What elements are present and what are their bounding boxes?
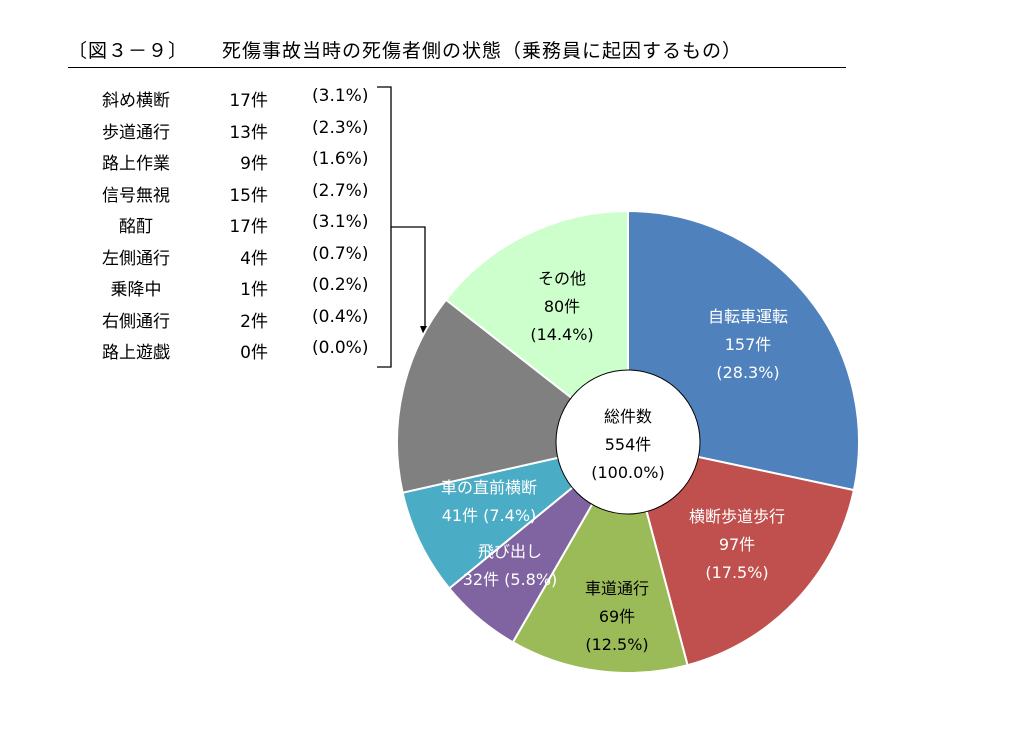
breakdown-label: 路上遊戯 bbox=[102, 343, 170, 363]
breakdown-count: 0件 bbox=[240, 343, 268, 363]
slice-label: (14.4%) bbox=[530, 325, 593, 344]
pie-slice bbox=[626, 440, 856, 667]
breakdown-percent: (0.4%) bbox=[312, 306, 369, 327]
breakdown-count: 17件 bbox=[229, 91, 268, 111]
slice-label: 80件 bbox=[544, 297, 580, 316]
breakdown-label: 左側通行 bbox=[102, 248, 170, 269]
pie-slice bbox=[511, 439, 689, 675]
donut-hole bbox=[555, 369, 701, 515]
breakdown-percent: (3.1%) bbox=[312, 212, 369, 232]
breakdown-percent: (0.0%) bbox=[312, 338, 369, 358]
breakdown-count: 15件 bbox=[229, 185, 268, 206]
slice-label: 41件 (7.4%) bbox=[442, 506, 537, 525]
breakdown-label: 右側通行 bbox=[102, 311, 170, 332]
breakdown-percent: (2.3%) bbox=[312, 117, 369, 138]
breakdown-percent: (3.1%) bbox=[312, 86, 369, 106]
breakdown-percent: (0.7%) bbox=[312, 243, 369, 264]
figure-number: 〔図３－９〕 bbox=[68, 40, 189, 62]
slice-label: 157件 bbox=[725, 335, 772, 354]
pie-slice bbox=[444, 209, 629, 445]
slice-label: 97件 bbox=[719, 535, 755, 554]
breakdown-bracket bbox=[377, 86, 392, 368]
slice-label: (28.3%) bbox=[716, 363, 779, 382]
center-label-title: 総件数 bbox=[604, 407, 652, 426]
slice-label: (12.5%) bbox=[585, 635, 648, 654]
breakdown-count: 17件 bbox=[229, 217, 268, 237]
breakdown-count: 2件 bbox=[240, 311, 268, 332]
breakdown-label: 斜め横断 bbox=[102, 91, 170, 111]
slice-label: 横断歩道歩行 bbox=[689, 507, 785, 526]
breakdown-label: 酩酊 bbox=[119, 217, 153, 237]
page-title: 〔図３－９〕 死傷事故当時の死傷者側の状態（乗務員に起因するもの） bbox=[68, 36, 846, 68]
breakdown-count: 4件 bbox=[240, 248, 268, 269]
breakdown-count: 13件 bbox=[229, 122, 268, 143]
figure-title: 死傷事故当時の死傷者側の状態（乗務員に起因するもの） bbox=[222, 40, 743, 62]
slice-label: 69件 bbox=[599, 607, 635, 626]
connector-line bbox=[391, 226, 426, 326]
breakdown-percent: (0.2%) bbox=[312, 275, 369, 295]
slice-label: 自転車運転 bbox=[708, 307, 788, 326]
breakdown-label: 路上作業 bbox=[102, 154, 170, 174]
breakdown-percent: (1.6%) bbox=[312, 149, 369, 169]
slice-label: 車道通行 bbox=[585, 579, 649, 598]
breakdown-label: 歩道通行 bbox=[102, 122, 170, 143]
center-label-total: 554件 bbox=[605, 435, 652, 454]
slice-label: 32件 (5.8%) bbox=[463, 570, 558, 589]
breakdown-percent: (2.7%) bbox=[312, 180, 369, 201]
slice-label: (17.5%) bbox=[705, 563, 768, 582]
slice-label: その他 bbox=[538, 269, 586, 288]
center-label-percent: (100.0%) bbox=[591, 463, 665, 482]
breakdown-label: 乗降中 bbox=[110, 280, 162, 300]
breakdown-count: 9件 bbox=[240, 154, 268, 174]
slice-label: 車の直前横断 bbox=[441, 478, 537, 497]
slice-label: 飛び出し bbox=[478, 542, 542, 561]
breakdown-count: 1件 bbox=[240, 280, 268, 300]
breakdown-label: 信号無視 bbox=[102, 185, 170, 206]
